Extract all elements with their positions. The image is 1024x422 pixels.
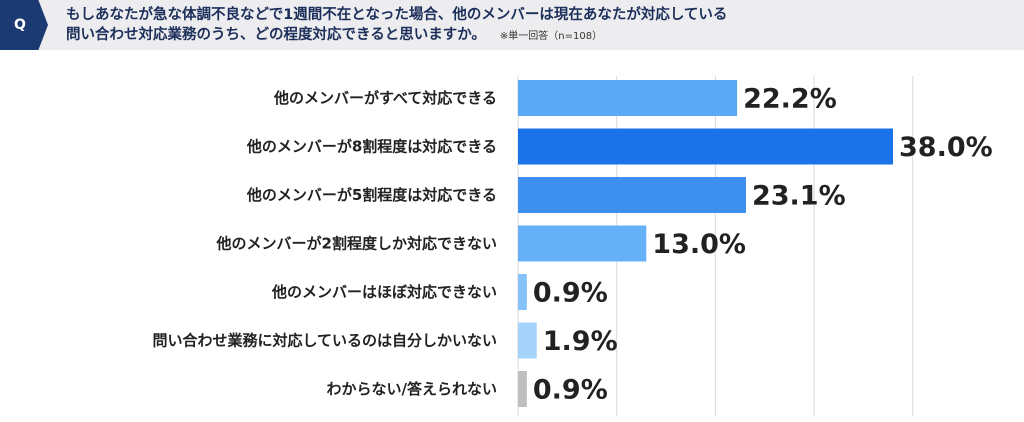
question-badge: Q <box>0 0 48 50</box>
value-label: 38.0% <box>899 132 993 163</box>
bar <box>518 322 537 359</box>
value-label: 22.2% <box>743 84 837 115</box>
category-label: 他のメンバーはほぼ対応できない <box>271 283 497 301</box>
category-label: 他のメンバーが8割程度は対応できる <box>246 138 497 156</box>
question-note: ※単一回答（n=108） <box>499 31 603 42</box>
question-line-1: もしあなたが急な体調不良などで1週間不在となった場合、他のメンバーは現在あなたが… <box>66 7 728 23</box>
bar <box>518 80 738 116</box>
value-label: 23.1% <box>752 181 846 212</box>
value-label: 1.9% <box>543 326 618 357</box>
bar <box>518 128 893 165</box>
category-label: 他のメンバーが5割程度は対応できる <box>246 186 497 204</box>
question-line-2-text: 問い合わせ対応業務のうち、どの程度対応できると思いますか。 <box>66 27 486 43</box>
category-label: 他のメンバーがすべて対応できる <box>273 89 497 107</box>
question-text: もしあなたが急な体調不良などで1週間不在となった場合、他のメンバーは現在あなたが… <box>66 5 1006 47</box>
category-label: 問い合わせ業務に対応しているのは自分しかいない <box>152 332 497 350</box>
question-bar: Q もしあなたが急な体調不良などで1週間不在となった場合、他のメンバーは現在あな… <box>0 0 1024 50</box>
bar <box>518 177 746 213</box>
question-line-2: 問い合わせ対応業務のうち、どの程度対応できると思いますか。 ※単一回答（n=108… <box>66 25 1006 47</box>
bar <box>518 225 647 262</box>
category-label: わからない/答えられない <box>327 380 497 398</box>
value-label: 13.0% <box>652 229 746 260</box>
category-label: 他のメンバーが2割程度しか対応できない <box>216 235 497 253</box>
value-label: 0.9% <box>533 375 608 406</box>
bar <box>518 371 527 407</box>
value-label: 0.9% <box>533 278 608 309</box>
bar <box>518 274 527 310</box>
